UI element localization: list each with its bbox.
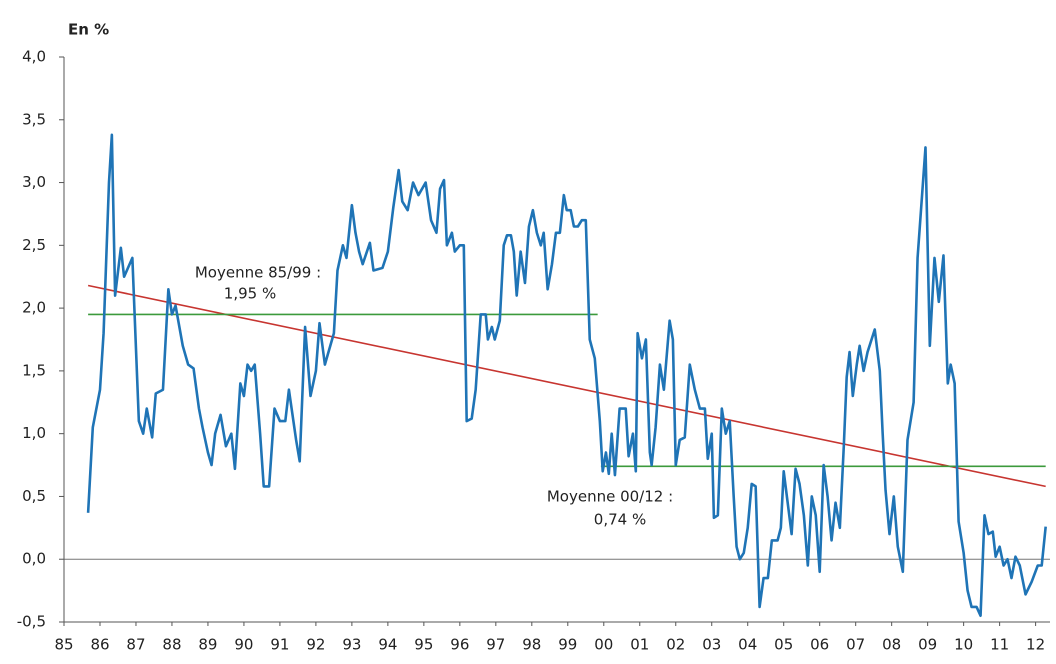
annotation: Moyenne 85/99 : (195, 264, 321, 282)
annotation: Moyenne 00/12 : (547, 488, 673, 506)
y-tick-label: 0,5 (22, 487, 46, 505)
x-tick-label: 99 (558, 636, 577, 654)
x-tick-label: 94 (378, 636, 397, 654)
annotation: 1,95 % (224, 285, 276, 303)
x-tick-label: 90 (234, 636, 253, 654)
y-tick-label: 3,5 (22, 110, 46, 128)
x-tick-label: 02 (666, 636, 685, 654)
x-tick-label: 98 (522, 636, 541, 654)
y-tick-label: 4,0 (22, 48, 46, 66)
x-tick-label: 06 (810, 636, 829, 654)
x-tick-label: 01 (630, 636, 649, 654)
x-tick-label: 11 (990, 636, 1009, 654)
y-tick-label: 1,0 (22, 424, 46, 442)
x-tick-label: 92 (306, 636, 325, 654)
annotation: 0,74 % (594, 511, 646, 529)
x-tick-label: 97 (486, 636, 505, 654)
x-tick-label: 12 (1026, 636, 1045, 654)
x-tick-label: 85 (54, 636, 73, 654)
x-tick-label: 04 (738, 636, 757, 654)
y-tick-label: 0,0 (22, 550, 46, 568)
x-tick-label: 07 (846, 636, 865, 654)
x-tick-label: 87 (126, 636, 145, 654)
data-line (86, 133, 1047, 618)
y-tick-label: 2,5 (22, 236, 46, 254)
x-tick-label: 86 (90, 636, 109, 654)
x-tick-label: 93 (342, 636, 361, 654)
y-axis-label: En % (68, 21, 109, 39)
x-tick-label: 89 (198, 636, 217, 654)
x-tick-label: 95 (414, 636, 433, 654)
y-tick-label: 1,5 (22, 361, 46, 379)
x-tick-label: 91 (270, 636, 289, 654)
y-tick-label: 3,0 (22, 173, 46, 191)
x-tick-label: 88 (162, 636, 181, 654)
x-tick-label: 05 (774, 636, 793, 654)
x-tick-label: 00 (594, 636, 613, 654)
x-tick-label: 08 (882, 636, 901, 654)
x-tick-label: 10 (954, 636, 973, 654)
data-line (87, 284, 1046, 488)
y-tick-label: -0,5 (17, 613, 46, 631)
x-tick-label: 09 (918, 636, 937, 654)
y-tick-label: 2,0 (22, 299, 46, 317)
x-tick-label: 03 (702, 636, 721, 654)
x-tick-label: 96 (450, 636, 469, 654)
